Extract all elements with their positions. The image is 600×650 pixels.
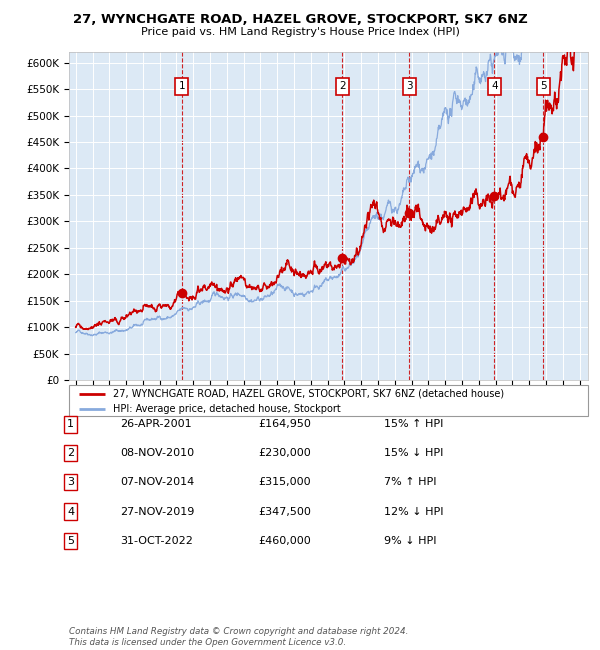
- Text: £347,500: £347,500: [258, 506, 311, 517]
- Text: 5: 5: [540, 81, 547, 92]
- Text: 26-APR-2001: 26-APR-2001: [120, 419, 191, 430]
- Text: 12% ↓ HPI: 12% ↓ HPI: [384, 506, 443, 517]
- Text: 07-NOV-2014: 07-NOV-2014: [120, 477, 194, 488]
- Text: 5: 5: [67, 536, 74, 546]
- Text: 2: 2: [67, 448, 74, 458]
- Text: £460,000: £460,000: [258, 536, 311, 546]
- Text: 27, WYNCHGATE ROAD, HAZEL GROVE, STOCKPORT, SK7 6NZ (detached house): 27, WYNCHGATE ROAD, HAZEL GROVE, STOCKPO…: [113, 389, 504, 398]
- Text: £164,950: £164,950: [258, 419, 311, 430]
- Text: 2: 2: [339, 81, 346, 92]
- Text: 15% ↓ HPI: 15% ↓ HPI: [384, 448, 443, 458]
- Text: 08-NOV-2010: 08-NOV-2010: [120, 448, 194, 458]
- FancyBboxPatch shape: [69, 385, 588, 416]
- Text: 31-OCT-2022: 31-OCT-2022: [120, 536, 193, 546]
- Text: 15% ↑ HPI: 15% ↑ HPI: [384, 419, 443, 430]
- Text: 1: 1: [179, 81, 185, 92]
- Text: 27, WYNCHGATE ROAD, HAZEL GROVE, STOCKPORT, SK7 6NZ: 27, WYNCHGATE ROAD, HAZEL GROVE, STOCKPO…: [73, 13, 527, 26]
- Text: 27-NOV-2019: 27-NOV-2019: [120, 506, 194, 517]
- Text: £315,000: £315,000: [258, 477, 311, 488]
- Text: £230,000: £230,000: [258, 448, 311, 458]
- Text: Price paid vs. HM Land Registry's House Price Index (HPI): Price paid vs. HM Land Registry's House …: [140, 27, 460, 37]
- Text: 7% ↑ HPI: 7% ↑ HPI: [384, 477, 437, 488]
- Text: 1: 1: [67, 419, 74, 430]
- Text: 9% ↓ HPI: 9% ↓ HPI: [384, 536, 437, 546]
- Text: HPI: Average price, detached house, Stockport: HPI: Average price, detached house, Stoc…: [113, 404, 341, 413]
- Text: 4: 4: [491, 81, 497, 92]
- Text: 3: 3: [67, 477, 74, 488]
- Text: 4: 4: [67, 506, 74, 517]
- Text: Contains HM Land Registry data © Crown copyright and database right 2024.
This d: Contains HM Land Registry data © Crown c…: [69, 627, 409, 647]
- Text: 3: 3: [406, 81, 413, 92]
